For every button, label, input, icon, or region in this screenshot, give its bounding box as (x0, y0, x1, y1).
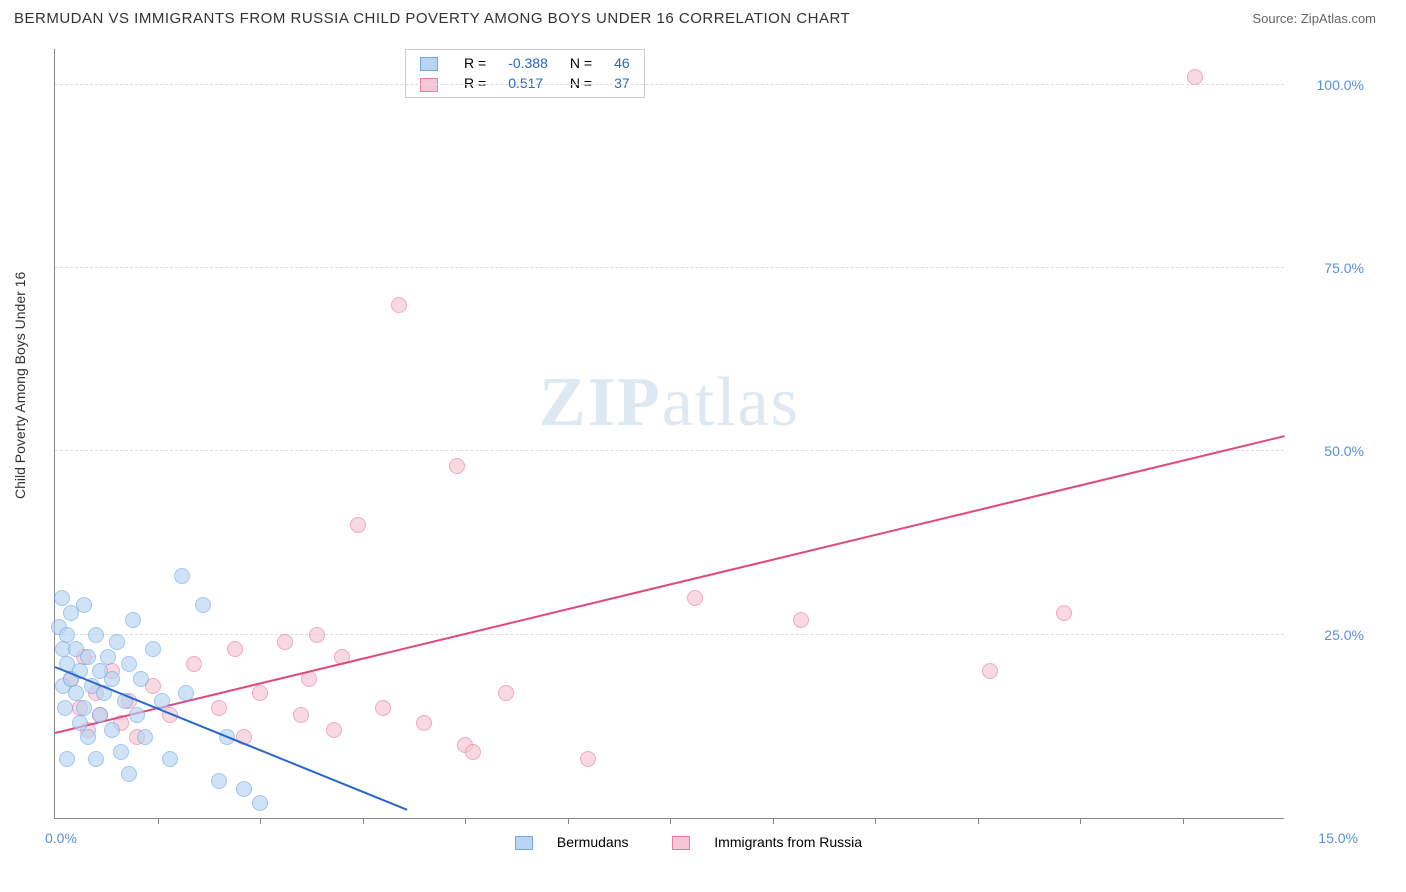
data-point (982, 663, 998, 679)
data-point (391, 297, 407, 313)
data-point (100, 649, 116, 665)
data-point (252, 795, 268, 811)
data-point (277, 634, 293, 650)
x-tick (978, 818, 979, 824)
data-point (252, 685, 268, 701)
watermark-light: atlas (662, 364, 800, 441)
r-label: R = (454, 54, 496, 72)
source-attribution: Source: ZipAtlas.com (1252, 11, 1376, 26)
data-point (109, 634, 125, 650)
title-bar: BERMUDAN VS IMMIGRANTS FROM RUSSIA CHILD… (0, 0, 1406, 39)
legend-label-bermudans: Bermudans (557, 834, 629, 850)
legend-label-russia: Immigrants from Russia (714, 834, 862, 850)
data-point (104, 671, 120, 687)
data-point (57, 700, 73, 716)
plot-area: ZIPatlas R = -0.388 N = 46 R = 0.517 N =… (54, 49, 1284, 819)
series-legend: Bermudans Immigrants from Russia (515, 834, 902, 850)
data-point (580, 751, 596, 767)
data-point (236, 781, 252, 797)
data-point (1056, 605, 1072, 621)
gridline (55, 450, 1284, 451)
swatch-bermudans (420, 57, 438, 71)
data-point (326, 722, 342, 738)
data-point (113, 744, 129, 760)
data-point (104, 722, 120, 738)
y-tick-label: 75.0% (1294, 260, 1364, 276)
chart-container: Child Poverty Among Boys Under 16 ZIPatl… (0, 39, 1406, 889)
data-point (1187, 69, 1203, 85)
gridline (55, 634, 1284, 635)
data-point (416, 715, 432, 731)
r-value-bermudans: -0.388 (498, 54, 558, 72)
chart-title: BERMUDAN VS IMMIGRANTS FROM RUSSIA CHILD… (14, 10, 850, 27)
x-tick (1080, 818, 1081, 824)
data-point (309, 627, 325, 643)
x-tick (1183, 818, 1184, 824)
x-tick (465, 818, 466, 824)
data-point (227, 641, 243, 657)
x-tick (875, 818, 876, 824)
data-point (92, 707, 108, 723)
data-point (137, 729, 153, 745)
data-point (498, 685, 514, 701)
data-point (211, 700, 227, 716)
data-point (59, 627, 75, 643)
data-point (375, 700, 391, 716)
data-point (121, 656, 137, 672)
y-axis-label: Child Poverty Among Boys Under 16 (12, 272, 28, 499)
data-point (76, 597, 92, 613)
data-point (195, 597, 211, 613)
data-point (133, 671, 149, 687)
gridline (55, 267, 1284, 268)
data-point (465, 744, 481, 760)
data-point (88, 751, 104, 767)
n-value-bermudans: 46 (604, 54, 640, 72)
data-point (174, 568, 190, 584)
data-point (76, 700, 92, 716)
data-point (80, 729, 96, 745)
watermark-bold: ZIP (539, 364, 662, 441)
x-tick (773, 818, 774, 824)
x-tick (363, 818, 364, 824)
legend-row-bermudans: R = -0.388 N = 46 (410, 54, 640, 72)
x-label-left: 0.0% (45, 830, 77, 846)
data-point (59, 751, 75, 767)
correlation-legend: R = -0.388 N = 46 R = 0.517 N = 37 (405, 49, 645, 98)
swatch-bermudans-icon (515, 836, 533, 850)
n-label: N = (560, 54, 602, 72)
gridline (55, 84, 1284, 85)
data-point (125, 612, 141, 628)
data-point (186, 656, 202, 672)
y-tick-label: 25.0% (1294, 627, 1364, 643)
x-tick (158, 818, 159, 824)
data-point (72, 715, 88, 731)
data-point (178, 685, 194, 701)
data-point (54, 590, 70, 606)
x-tick (670, 818, 671, 824)
x-tick (568, 818, 569, 824)
trend-line (55, 435, 1285, 734)
data-point (162, 751, 178, 767)
data-point (145, 641, 161, 657)
y-tick-label: 50.0% (1294, 443, 1364, 459)
data-point (449, 458, 465, 474)
data-point (129, 707, 145, 723)
data-point (211, 773, 227, 789)
data-point (68, 685, 84, 701)
swatch-russia-icon (672, 836, 690, 850)
x-label-right: 15.0% (1318, 830, 1358, 846)
watermark: ZIPatlas (539, 363, 800, 443)
data-point (80, 649, 96, 665)
trend-line (55, 666, 408, 811)
legend-item-russia: Immigrants from Russia (672, 834, 882, 850)
legend-item-bermudans: Bermudans (515, 834, 648, 850)
data-point (293, 707, 309, 723)
data-point (121, 766, 137, 782)
y-tick-label: 100.0% (1294, 77, 1364, 93)
data-point (88, 627, 104, 643)
data-point (350, 517, 366, 533)
data-point (687, 590, 703, 606)
x-tick (260, 818, 261, 824)
data-point (793, 612, 809, 628)
